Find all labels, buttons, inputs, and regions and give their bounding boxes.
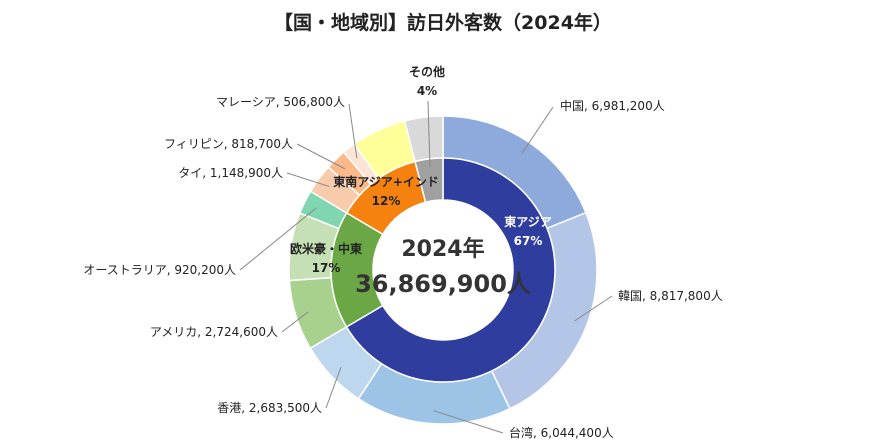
group-percent-1: 12% [372,194,401,208]
leader-line-9 [348,103,358,159]
outer-label-3: 香港, 2,683,500人 [217,401,322,415]
center-year-label: 2024年 [401,236,484,262]
outer-label-2: 台湾, 6,044,400人 [509,425,614,440]
group-label-2: 欧米豪・中東 [290,241,362,256]
leader-line-7 [286,172,330,188]
leader-line-6 [239,207,317,271]
group-label-3: その他 [409,64,445,79]
chart-title: 【国・地域別】訪日外客数（2024年） [274,12,612,34]
leader-line-2 [433,410,504,434]
inner-slice-3 [414,157,444,204]
leader-line-other [427,100,431,167]
inner-labels: 東アジア 67% 東南アジア+インド 12% 欧米豪・中東 17% その他 4% [290,64,552,275]
inner-ring [330,157,556,383]
group-label-0: 東アジア [504,214,552,229]
outer-label-6: オーストラリア, 920,200人 [83,263,236,277]
leader-line-1 [574,295,613,322]
leader-lines [239,100,613,434]
group-percent-0: 67% [514,234,543,248]
leader-line-4 [281,311,309,333]
outer-label-4: アメリカ, 2,724,600人 [150,325,278,339]
leader-line-3 [325,367,342,409]
outer-label-0: 中国, 6,981,200人 [560,98,665,113]
leader-line-8 [296,143,346,170]
outer-label-1: 韓国, 8,817,800人 [618,289,723,303]
leader-line-0 [521,106,554,154]
group-percent-3: 4% [417,84,437,98]
outer-label-9: マレーシア, 506,800人 [216,95,345,109]
group-percent-2: 17% [312,261,341,275]
outer-label-7: タイ, 1,148,900人 [178,166,283,180]
center-total-label: 36,869,900人 [355,270,531,298]
inner-slice-0 [345,157,556,383]
outer-label-8: フィリピン, 818,700人 [164,137,293,151]
group-label-1: 東南アジア+インド [333,174,439,189]
